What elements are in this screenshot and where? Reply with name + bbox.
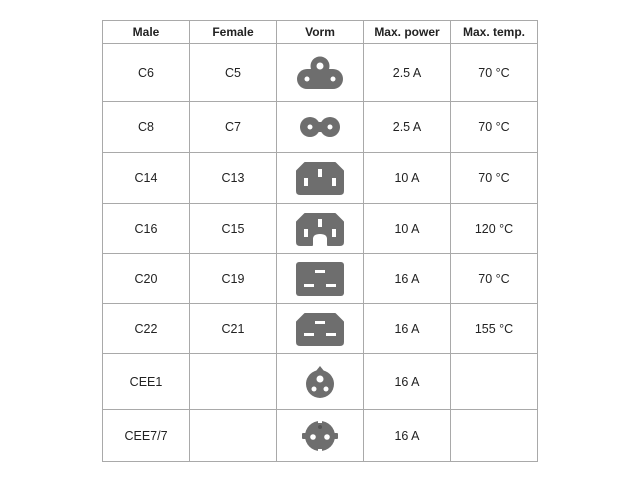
- female-cell: C21: [189, 303, 277, 354]
- table-row: C20 C19 16 A 70 °C: [102, 253, 538, 304]
- female-cell: C7: [189, 101, 277, 153]
- vorm-cell: [276, 152, 364, 204]
- header-female: Female: [189, 20, 277, 44]
- c15-connector-icon: [296, 212, 344, 246]
- header-temp: Max. temp.: [450, 20, 538, 44]
- female-cell: C13: [189, 152, 277, 204]
- female-cell: C15: [189, 203, 277, 254]
- male-cell: C16: [102, 203, 190, 254]
- vorm-cell: [276, 303, 364, 354]
- vorm-cell: [276, 353, 364, 410]
- cee7-7-plug-icon: [302, 419, 338, 452]
- male-cell: C20: [102, 253, 190, 304]
- power-cell: 2.5 A: [363, 101, 451, 153]
- vorm-cell: [276, 43, 364, 102]
- table-row: C22 C21 16 A 155 °C: [102, 303, 538, 354]
- temp-cell: 70 °C: [450, 152, 538, 204]
- vorm-cell: [276, 203, 364, 254]
- power-cell: 16 A: [363, 409, 451, 462]
- male-cell: C22: [102, 303, 190, 354]
- power-cell: 16 A: [363, 353, 451, 410]
- c5-cloverleaf-icon: [297, 56, 343, 89]
- connector-table: Male Female Vorm Max. power Max. temp. C…: [102, 20, 538, 462]
- table-row: C16 C15 10 A 120 °C: [102, 203, 538, 254]
- male-cell: C8: [102, 101, 190, 153]
- c13-connector-icon: [296, 162, 344, 195]
- male-cell: CEE1: [102, 353, 190, 410]
- female-cell: [189, 353, 277, 410]
- table-row: CEE7/7 16 A: [102, 409, 538, 462]
- header-power: Max. power: [363, 20, 451, 44]
- c7-figure-eight-icon: [300, 117, 340, 137]
- power-cell: 10 A: [363, 152, 451, 204]
- male-cell: CEE7/7: [102, 409, 190, 462]
- power-cell: 10 A: [363, 203, 451, 254]
- vorm-cell: [276, 409, 364, 462]
- header-vorm: Vorm: [276, 20, 364, 44]
- female-cell: [189, 409, 277, 462]
- power-cell: 16 A: [363, 303, 451, 354]
- table-row: C6 C5 2.5 A 70 °C: [102, 43, 538, 102]
- male-cell: C6: [102, 43, 190, 102]
- male-cell: C14: [102, 152, 190, 204]
- vorm-cell: [276, 101, 364, 153]
- c19-connector-icon: [296, 261, 344, 296]
- temp-cell: [450, 409, 538, 462]
- temp-cell: [450, 353, 538, 410]
- table-row: CEE1 16 A: [102, 353, 538, 410]
- power-cell: 2.5 A: [363, 43, 451, 102]
- vorm-cell: [276, 253, 364, 304]
- female-cell: C19: [189, 253, 277, 304]
- female-cell: C5: [189, 43, 277, 102]
- table-row: C8 C7 2.5 A 70 °C: [102, 101, 538, 153]
- c21-connector-icon: [296, 312, 344, 346]
- temp-cell: 155 °C: [450, 303, 538, 354]
- temp-cell: 70 °C: [450, 253, 538, 304]
- cee1-plug-icon: [306, 365, 334, 398]
- power-cell: 16 A: [363, 253, 451, 304]
- temp-cell: 70 °C: [450, 43, 538, 102]
- header-row: Male Female Vorm Max. power Max. temp.: [102, 20, 538, 44]
- temp-cell: 70 °C: [450, 101, 538, 153]
- header-male: Male: [102, 20, 190, 44]
- table-row: C14 C13 10 A 70 °C: [102, 152, 538, 204]
- temp-cell: 120 °C: [450, 203, 538, 254]
